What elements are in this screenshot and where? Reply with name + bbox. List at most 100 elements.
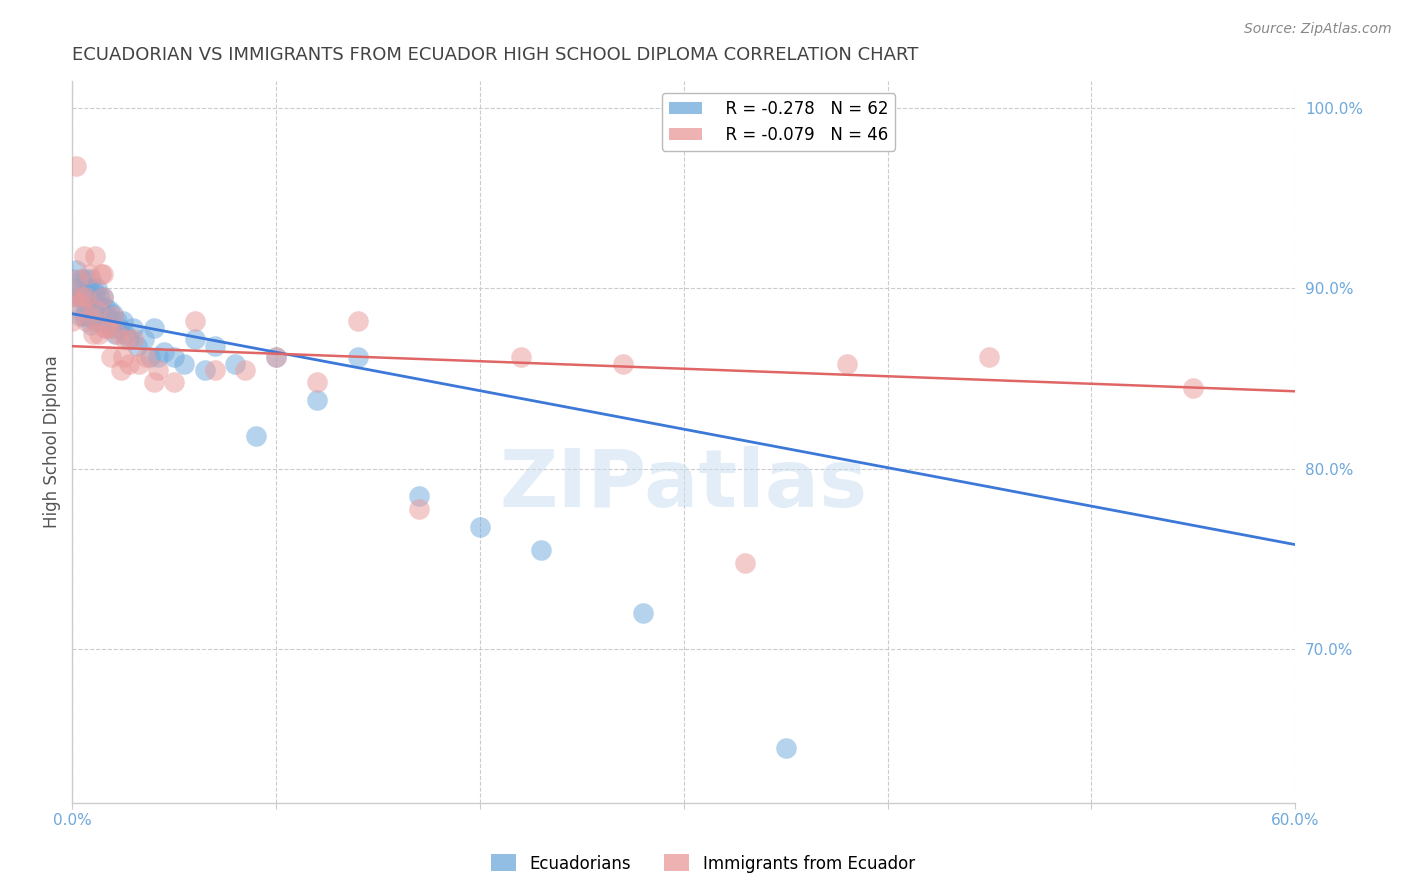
Point [67, 281, 90, 295]
Point [73, 281, 96, 295]
Point [97, 303, 120, 318]
Point [122, 321, 145, 335]
Point [105, 314, 128, 328]
Point [346, 350, 368, 364]
Point [79, 309, 101, 323]
Point [142, 376, 165, 390]
Point [87, 288, 110, 302]
Point [97, 321, 120, 335]
Point [163, 350, 186, 364]
Point [83, 291, 105, 305]
Point [90, 300, 112, 314]
Point [73, 309, 96, 323]
Point [305, 393, 328, 408]
Point [224, 357, 246, 371]
Point [76, 300, 98, 314]
Point [1182, 381, 1205, 395]
Point [153, 344, 176, 359]
Point [83, 249, 105, 263]
Point [194, 362, 217, 376]
Point [73, 249, 96, 263]
Point [173, 357, 195, 371]
Point [94, 321, 117, 335]
Point [86, 303, 108, 318]
Point [79, 318, 101, 332]
Point [67, 272, 90, 286]
Point [79, 272, 101, 286]
Point [264, 350, 287, 364]
Point [60, 272, 83, 286]
Legend:   R = -0.278   N = 62,   R = -0.079   N = 46: R = -0.278 N = 62, R = -0.079 N = 46 [662, 93, 896, 151]
Point [264, 350, 287, 364]
Point [91, 291, 114, 305]
Point [76, 314, 98, 328]
Point [60, 314, 83, 328]
Point [835, 357, 858, 371]
Point [183, 314, 205, 328]
Point [112, 314, 135, 328]
Point [138, 350, 160, 364]
Point [77, 267, 100, 281]
Point [87, 314, 110, 328]
Point [204, 339, 226, 353]
Point [114, 326, 136, 341]
Point [235, 362, 257, 376]
Point [96, 309, 118, 323]
Point [509, 350, 531, 364]
Point [122, 332, 145, 346]
Point [305, 376, 328, 390]
Point [100, 350, 122, 364]
Point [77, 309, 100, 323]
Point [408, 489, 430, 503]
Point [60, 291, 83, 305]
Text: ECUADORIAN VS IMMIGRANTS FROM ECUADOR HIGH SCHOOL DIPLOMA CORRELATION CHART: ECUADORIAN VS IMMIGRANTS FROM ECUADOR HI… [72, 46, 918, 64]
Point [94, 300, 117, 314]
Point [76, 291, 98, 305]
Point [128, 357, 150, 371]
Point [118, 332, 141, 346]
Point [146, 362, 169, 376]
Point [76, 272, 98, 286]
Point [82, 281, 104, 295]
Point [65, 159, 87, 173]
Point [108, 321, 131, 335]
Point [77, 281, 100, 295]
Point [118, 357, 141, 371]
Text: ZIPatlas: ZIPatlas [499, 446, 868, 524]
Point [91, 267, 114, 281]
Point [530, 543, 553, 558]
Point [734, 556, 756, 570]
Point [86, 303, 108, 318]
Point [69, 309, 91, 323]
Point [408, 501, 430, 516]
Y-axis label: High School Diploma: High School Diploma [44, 355, 60, 528]
Point [101, 307, 124, 321]
Point [135, 350, 157, 364]
Point [72, 291, 94, 305]
Point [127, 339, 149, 353]
Point [631, 606, 654, 620]
Point [91, 314, 114, 328]
Point [72, 291, 94, 305]
Point [132, 332, 155, 346]
Point [90, 267, 112, 281]
Point [114, 332, 136, 346]
Point [612, 357, 634, 371]
Point [146, 350, 169, 364]
Point [183, 332, 205, 346]
Point [69, 291, 91, 305]
Point [82, 309, 104, 323]
Point [72, 272, 94, 286]
Point [979, 350, 1001, 364]
Point [69, 296, 91, 310]
Point [346, 314, 368, 328]
Point [468, 519, 491, 533]
Point [110, 362, 132, 376]
Point [245, 429, 267, 443]
Point [86, 281, 108, 295]
Point [142, 321, 165, 335]
Point [101, 309, 124, 323]
Point [87, 326, 110, 341]
Point [775, 741, 797, 756]
Text: Source: ZipAtlas.com: Source: ZipAtlas.com [1244, 22, 1392, 37]
